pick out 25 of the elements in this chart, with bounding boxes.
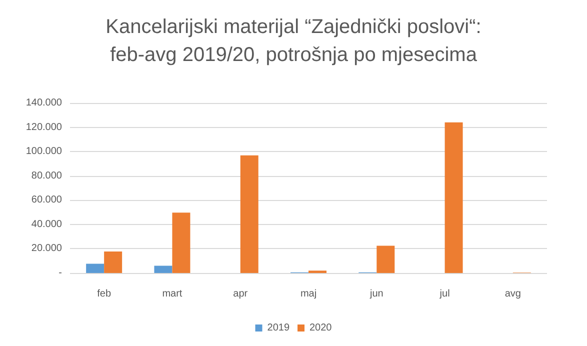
bar bbox=[86, 264, 104, 273]
bar bbox=[172, 212, 190, 273]
legend-label: 2020 bbox=[310, 322, 332, 334]
x-tick-label: avg bbox=[504, 288, 521, 300]
chart-title: Kancelarijski materijal “Zajednički poslovi“: feb-avg 2019/20, potrošnja po mjesecima bbox=[106, 16, 482, 66]
x-tick-label: apr bbox=[233, 288, 248, 300]
bar bbox=[444, 122, 463, 273]
x-tick-label: jul bbox=[438, 288, 450, 300]
x-tick-label: jun bbox=[368, 288, 384, 300]
y-tick-label: 20.000 bbox=[31, 243, 62, 254]
bar bbox=[154, 266, 172, 273]
y-tick-label: 80.000 bbox=[31, 170, 62, 182]
y-tick-label: 120.000 bbox=[26, 122, 62, 133]
bar bbox=[376, 246, 395, 273]
bar bbox=[240, 155, 258, 273]
x-tick-label: mart bbox=[162, 288, 182, 300]
bar bbox=[104, 252, 122, 273]
y-tick-label: - bbox=[58, 268, 62, 278]
y-tick-label: 100.000 bbox=[26, 146, 62, 158]
y-tick-label: 60.000 bbox=[31, 194, 62, 206]
y-tick-label: 140.000 bbox=[26, 98, 62, 108]
y-tick-label: 40.000 bbox=[31, 218, 62, 230]
legend-label: 2019 bbox=[267, 322, 290, 334]
x-tick-label: feb bbox=[97, 288, 112, 300]
x-tick-label: maj bbox=[300, 288, 317, 300]
